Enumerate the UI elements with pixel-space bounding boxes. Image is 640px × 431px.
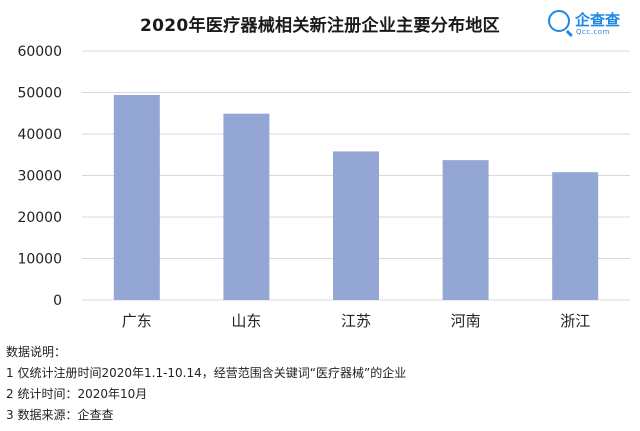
magnifier-logo-icon: [548, 10, 570, 32]
bar-河南: [442, 160, 489, 300]
y-axis-ticks: 0 10000 20000 30000 40000 50000 60000: [17, 44, 62, 309]
x-tick-label: 浙江: [560, 312, 590, 330]
y-tick-label: 50000: [17, 86, 62, 102]
bar-浙江: [552, 172, 599, 300]
y-tick-label: 30000: [17, 169, 62, 185]
note-item-2: 2 统计时间：2020年10月: [6, 387, 148, 401]
qichacha-logo: 企查查 Qcc.com: [548, 8, 634, 38]
logo-domain: Qcc.com: [576, 28, 610, 36]
y-tick-label: 20000: [17, 210, 62, 226]
notes-header: 数据说明：: [6, 345, 67, 359]
y-tick-label: 0: [53, 293, 62, 309]
bars: [113, 94, 599, 301]
bar-广东: [113, 94, 160, 301]
y-tick-label: 60000: [17, 44, 62, 60]
logo-name: 企查查: [575, 11, 621, 29]
x-tick-label: 河南: [451, 312, 481, 330]
note-item-1: 1 仅统计注册时间2020年1.1-10.14，经营范围含关键词“医疗器械”的企…: [6, 366, 407, 380]
bar-山东: [223, 113, 270, 300]
x-tick-label: 广东: [122, 312, 152, 330]
bar-江苏: [333, 151, 379, 300]
x-tick-label: 山东: [231, 312, 261, 330]
note-item-3: 3 数据来源：企查查: [6, 408, 114, 422]
x-tick-label: 江苏: [341, 312, 371, 330]
bar-chart: 0 10000 20000 30000 40000 50000 60000 广东 山东 江苏 河南…: [17, 44, 630, 330]
x-axis-labels: 广东 山东 江苏 河南 浙江: [122, 312, 590, 330]
data-notes: 数据说明： 1 仅统计注册时间2020年1.1-10.14，经营范围含关键词“医…: [6, 342, 406, 426]
y-tick-label: 40000: [17, 127, 62, 143]
y-tick-label: 10000: [17, 252, 62, 268]
chart-title: 2020年医疗器械相关新注册企业主要分布地区: [140, 16, 500, 36]
